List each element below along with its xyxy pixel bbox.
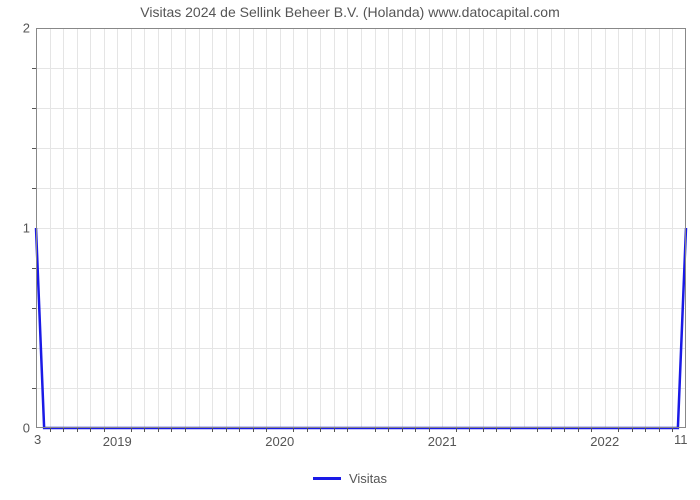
y-minor-tick	[32, 388, 36, 389]
x-minor-tick	[402, 428, 403, 432]
y-tick-label: 2	[12, 21, 30, 36]
x-minor-tick	[307, 428, 308, 432]
y-minor-tick	[32, 268, 36, 269]
y-minor-tick	[32, 108, 36, 109]
x-minor-tick	[212, 428, 213, 432]
x-minor-tick	[171, 428, 172, 432]
chart-title: Visitas 2024 de Sellink Beheer B.V. (Hol…	[0, 4, 700, 20]
y-minor-tick	[32, 148, 36, 149]
x-minor-tick	[659, 428, 660, 432]
legend: Visitas	[0, 470, 700, 486]
x-minor-tick	[334, 428, 335, 432]
x-minor-tick	[415, 428, 416, 432]
x-minor-tick	[645, 428, 646, 432]
x-minor-tick	[253, 428, 254, 432]
x-tick-label: 2019	[103, 434, 132, 449]
x-minor-tick	[483, 428, 484, 432]
y-tick-label: 1	[12, 221, 30, 236]
y-minor-tick	[32, 68, 36, 69]
x-minor-tick	[618, 428, 619, 432]
y-minor-tick	[32, 308, 36, 309]
x-tick-label: 2021	[428, 434, 457, 449]
x-axis-start-label: 3	[34, 432, 41, 447]
x-minor-tick	[158, 428, 159, 432]
x-minor-tick	[496, 428, 497, 432]
y-tick-label: 0	[12, 421, 30, 436]
x-minor-tick	[347, 428, 348, 432]
x-minor-tick	[456, 428, 457, 432]
x-minor-tick	[578, 428, 579, 432]
legend-label: Visitas	[349, 471, 387, 486]
y-minor-tick	[32, 348, 36, 349]
x-minor-tick	[375, 428, 376, 432]
x-minor-tick	[131, 428, 132, 432]
y-minor-tick	[32, 188, 36, 189]
x-minor-tick	[266, 428, 267, 432]
x-minor-tick	[388, 428, 389, 432]
x-minor-tick	[77, 428, 78, 432]
x-minor-tick	[144, 428, 145, 432]
x-tick-label: 2020	[265, 434, 294, 449]
x-minor-tick	[320, 428, 321, 432]
x-minor-tick	[63, 428, 64, 432]
legend-swatch	[313, 477, 341, 480]
x-minor-tick	[239, 428, 240, 432]
x-minor-tick	[551, 428, 552, 432]
series-line	[36, 228, 686, 428]
x-minor-tick	[226, 428, 227, 432]
x-minor-tick	[429, 428, 430, 432]
x-minor-tick	[469, 428, 470, 432]
x-minor-tick	[591, 428, 592, 432]
x-axis-end-label: 11	[674, 432, 688, 447]
x-minor-tick	[293, 428, 294, 432]
data-series	[36, 28, 686, 428]
x-minor-tick	[537, 428, 538, 432]
chart-container: Visitas 2024 de Sellink Beheer B.V. (Hol…	[0, 0, 700, 500]
x-minor-tick	[50, 428, 51, 432]
x-minor-tick	[185, 428, 186, 432]
x-minor-tick	[104, 428, 105, 432]
x-minor-tick	[90, 428, 91, 432]
x-minor-tick	[510, 428, 511, 432]
x-tick-label: 2022	[590, 434, 619, 449]
plot-area	[36, 28, 686, 428]
x-minor-tick	[632, 428, 633, 432]
x-minor-tick	[564, 428, 565, 432]
